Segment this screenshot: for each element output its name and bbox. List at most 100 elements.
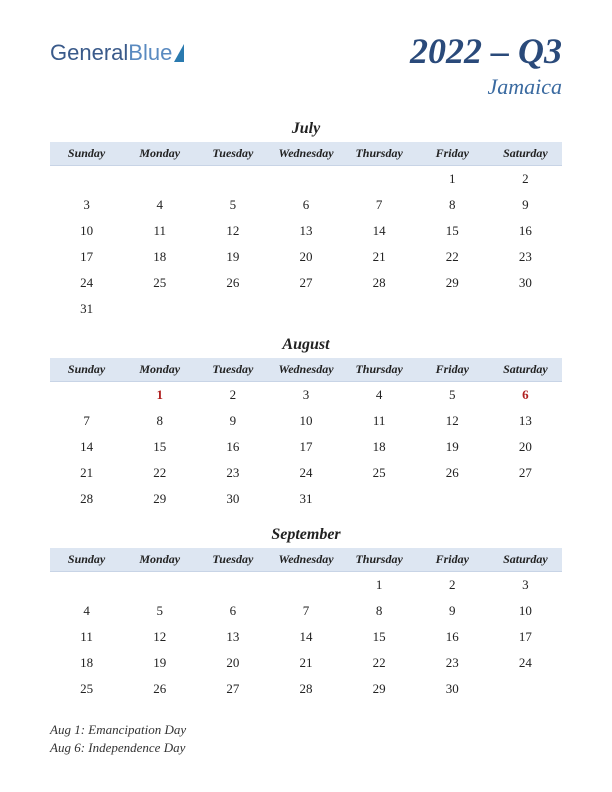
calendar-cell: 7: [269, 598, 342, 624]
calendar-cell: 23: [416, 650, 489, 676]
calendar-cell: 5: [196, 192, 269, 218]
calendar-cell: 15: [416, 218, 489, 244]
calendar-row: 123456: [50, 382, 562, 409]
calendar-cell: 31: [269, 486, 342, 512]
page-subtitle: Jamaica: [410, 74, 562, 100]
calendar-row: 252627282930: [50, 676, 562, 702]
calendar-cell: [489, 486, 562, 512]
calendar-cell: [50, 572, 123, 599]
title-block: 2022 – Q3 Jamaica: [410, 30, 562, 100]
calendar-cell: 18: [343, 434, 416, 460]
calendar-table: SundayMondayTuesdayWednesdayThursdayFrid…: [50, 358, 562, 512]
calendar-cell: 29: [123, 486, 196, 512]
calendar-cell: 3: [489, 572, 562, 599]
calendar-cell: 27: [489, 460, 562, 486]
calendar-row: 28293031: [50, 486, 562, 512]
calendar-cell: [416, 296, 489, 322]
calendar-cell: 2: [416, 572, 489, 599]
calendar-cell: 26: [196, 270, 269, 296]
calendar-cell: 22: [343, 650, 416, 676]
day-header: Thursday: [343, 548, 416, 572]
calendar-cell: 5: [416, 382, 489, 409]
day-header: Monday: [123, 548, 196, 572]
calendar-cell: 3: [50, 192, 123, 218]
calendar-cell: 2: [489, 166, 562, 193]
calendar-cell: [50, 382, 123, 409]
holiday-note: Aug 1: Emancipation Day: [50, 722, 562, 738]
calendar-cell: 3: [269, 382, 342, 409]
calendar-cell: 26: [416, 460, 489, 486]
calendar-table: SundayMondayTuesdayWednesdayThursdayFrid…: [50, 142, 562, 322]
calendar-cell: 19: [196, 244, 269, 270]
calendar-cell: [269, 572, 342, 599]
calendar-row: 12: [50, 166, 562, 193]
logo-text-1: General: [50, 40, 128, 66]
day-header: Friday: [416, 548, 489, 572]
calendar-cell: 24: [489, 650, 562, 676]
calendar-row: 17181920212223: [50, 244, 562, 270]
calendar-cell: 25: [123, 270, 196, 296]
calendar-cell: 29: [416, 270, 489, 296]
month-name: July: [50, 120, 562, 138]
page-title: 2022 – Q3: [410, 30, 562, 72]
holiday-note: Aug 6: Independence Day: [50, 740, 562, 756]
calendar-cell: 10: [50, 218, 123, 244]
day-header: Wednesday: [269, 142, 342, 166]
calendar-cell: 17: [269, 434, 342, 460]
day-header: Monday: [123, 142, 196, 166]
calendar-cell: 8: [416, 192, 489, 218]
month-block: SeptemberSundayMondayTuesdayWednesdayThu…: [50, 526, 562, 702]
calendar-row: 18192021222324: [50, 650, 562, 676]
calendar-cell: 15: [343, 624, 416, 650]
header: GeneralBlue 2022 – Q3 Jamaica: [50, 30, 562, 100]
day-header: Sunday: [50, 142, 123, 166]
calendar-cell: 4: [50, 598, 123, 624]
day-header: Thursday: [343, 358, 416, 382]
calendar-cell: 22: [123, 460, 196, 486]
calendar-cell: 25: [343, 460, 416, 486]
calendar-row: 10111213141516: [50, 218, 562, 244]
calendar-cell: 24: [269, 460, 342, 486]
calendar-cell: 28: [50, 486, 123, 512]
day-header: Wednesday: [269, 548, 342, 572]
calendar-cell: 12: [196, 218, 269, 244]
calendar-table: SundayMondayTuesdayWednesdayThursdayFrid…: [50, 548, 562, 702]
calendar-cell: [343, 486, 416, 512]
calendar-cell: 1: [416, 166, 489, 193]
calendar-cell: [50, 166, 123, 193]
calendar-cell: 29: [343, 676, 416, 702]
logo: GeneralBlue: [50, 40, 184, 66]
day-header: Friday: [416, 142, 489, 166]
calendar-cell: 6: [489, 382, 562, 409]
calendar-cell: [123, 166, 196, 193]
calendar-cell: 14: [343, 218, 416, 244]
calendar-cell: 17: [50, 244, 123, 270]
calendar-cell: 30: [489, 270, 562, 296]
logo-text-2: Blue: [128, 40, 172, 66]
calendar-cell: 14: [50, 434, 123, 460]
calendar-page: GeneralBlue 2022 – Q3 Jamaica July Sunday…: [0, 0, 612, 788]
calendar-cell: 25: [50, 676, 123, 702]
calendar-cell: 20: [196, 650, 269, 676]
calendar-row: 11121314151617: [50, 624, 562, 650]
calendar-cell: 8: [343, 598, 416, 624]
calendar-cell: [123, 572, 196, 599]
calendar-cell: 26: [123, 676, 196, 702]
calendar-cell: 18: [123, 244, 196, 270]
day-header: Saturday: [489, 548, 562, 572]
calendar-cell: 19: [416, 434, 489, 460]
calendar-cell: [269, 296, 342, 322]
calendar-cell: 23: [196, 460, 269, 486]
calendar-cell: 27: [269, 270, 342, 296]
calendar-cell: [343, 166, 416, 193]
calendar-cell: 21: [269, 650, 342, 676]
calendar-cell: 9: [489, 192, 562, 218]
calendar-row: 21222324252627: [50, 460, 562, 486]
day-header: Wednesday: [269, 358, 342, 382]
calendar-cell: 19: [123, 650, 196, 676]
day-header: Thursday: [343, 142, 416, 166]
calendar-cell: [196, 296, 269, 322]
calendar-cell: 20: [269, 244, 342, 270]
months-container: July SundayMondayTuesdayWednesdayThursday…: [50, 120, 562, 702]
day-header: Friday: [416, 358, 489, 382]
